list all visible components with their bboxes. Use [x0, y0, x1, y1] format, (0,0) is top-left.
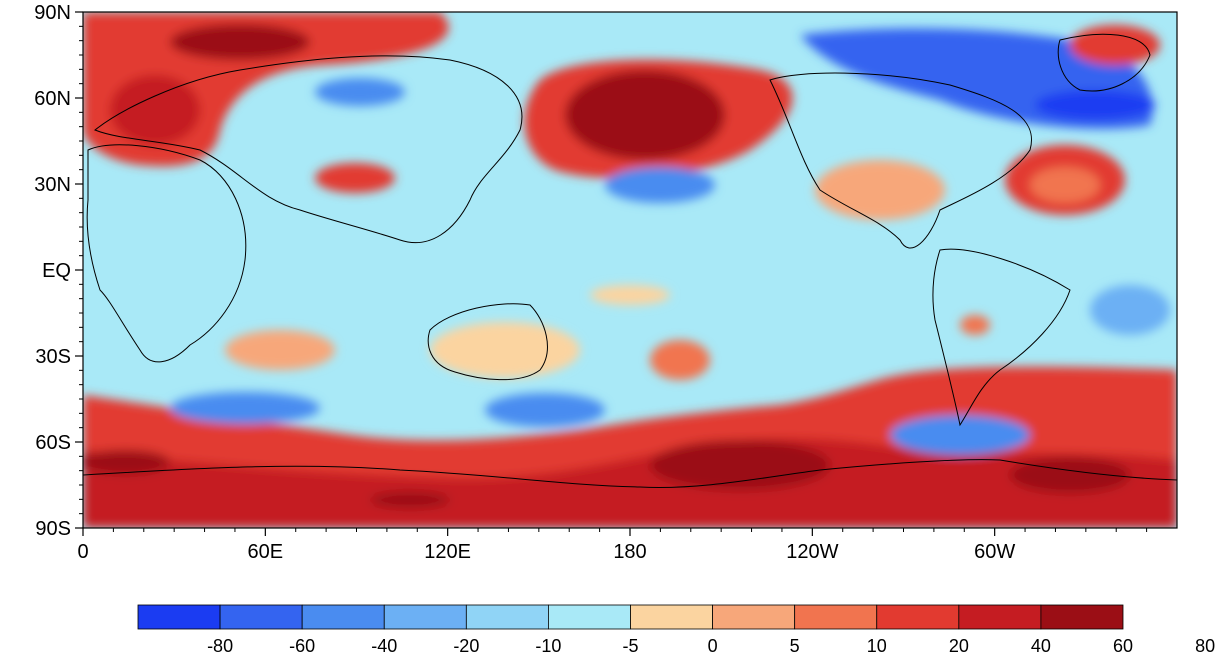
colorbar-label: 20: [949, 636, 969, 656]
contour-siberia: [315, 78, 405, 106]
colorbar-label: 10: [867, 636, 887, 656]
coast-antarctica: [83, 459, 1177, 488]
contour-sw-indian: [170, 392, 320, 424]
colorbar-box: [958, 604, 1042, 630]
contour-ross-sea: [650, 440, 830, 490]
contour-s-indian-ocean-warm: [225, 330, 335, 370]
contour-n-europe: [110, 75, 200, 145]
colorbar-box: [1040, 604, 1124, 630]
contour-greenland: [1070, 25, 1160, 65]
contour-s-america-warm: [960, 315, 990, 335]
colorbar-box: [794, 604, 878, 630]
colorbar-label: 0: [708, 636, 718, 656]
contour-n-america-warm: [815, 160, 945, 220]
colorbar-box: [219, 604, 303, 630]
colorbar-label: -40: [371, 636, 397, 656]
colorbar-label: -80: [207, 636, 233, 656]
coast-africa: [86, 144, 247, 363]
colorbar-box: [630, 604, 713, 630]
colorbar-label: 60: [1113, 636, 1133, 656]
contour-s-pacific-warm: [650, 340, 710, 380]
longitude-axis: 0 60E 120E 180 120W 60W: [77, 528, 1148, 563]
contour-canada-low-core: [1035, 90, 1155, 120]
colorbar-label: -60: [289, 636, 315, 656]
coastlines: [83, 33, 1177, 488]
coast-australia: [427, 303, 548, 381]
colorbar-label: 80: [1195, 636, 1215, 656]
colorbar-label: 5: [790, 636, 800, 656]
contour-s-indian: [83, 450, 170, 474]
lon-tick-label: 120W: [786, 541, 838, 563]
coast-eurasia: [94, 55, 523, 244]
lat-tick-label: 60N: [34, 88, 71, 110]
colorbar-box: [876, 604, 960, 630]
contour-drake: [890, 415, 1030, 455]
coast-south-america: [932, 248, 1071, 427]
lat-tick-label: 30S: [35, 346, 71, 368]
lat-tick-label: 90S: [35, 518, 71, 540]
contour-n-pacific-high-core: [565, 70, 725, 160]
lat-tick-label: 60S: [35, 432, 71, 454]
contour-e-pacific-warm: [590, 285, 670, 305]
colorbar-label: -5: [622, 636, 638, 656]
lon-tick-label: 180: [613, 541, 646, 563]
colorbar-box: [548, 604, 631, 630]
contour-s-atlantic-cool: [1090, 285, 1170, 335]
lat-tick-label: 30N: [34, 174, 71, 196]
lat-tick-label: 90N: [34, 2, 71, 24]
colorbar-box: [465, 604, 549, 630]
coast-greenland: [1057, 33, 1151, 92]
latitude-axis: 90N 60N 30N EQ 30S 60S 90S: [34, 2, 83, 540]
contour-mid-pacific-cool: [605, 167, 715, 203]
lon-tick-label: 60E: [248, 541, 284, 563]
colorbar-box: [712, 604, 796, 630]
colorbar-box: [301, 604, 385, 630]
contour-e-antarctic: [370, 492, 450, 508]
colorbar-label: -20: [453, 636, 479, 656]
contour-s-australia: [485, 393, 605, 427]
colorbar-label: 40: [1031, 636, 1051, 656]
lon-tick-label: 60W: [974, 541, 1015, 563]
lon-tick-label: 0: [77, 541, 88, 563]
contour-n-atlantic-high-core: [1030, 167, 1100, 203]
map-area: [83, 12, 1177, 528]
coast-north-america: [769, 72, 1032, 249]
colorbar-box: [137, 604, 221, 630]
contour-arctic-eurasia: [170, 24, 310, 60]
colorbar-box: [383, 604, 467, 630]
colorbar-label: -10: [535, 636, 561, 656]
anomaly-contours: [83, 12, 1177, 528]
colorbar: -80 -60 -40 -20 -10 -5 0 5 10 20 40 60 80: [137, 604, 1215, 656]
lon-tick-label: 120E: [424, 541, 471, 563]
lat-tick-label: EQ: [42, 260, 71, 282]
contour-band-antarctic: [83, 438, 1177, 528]
contour-australia: [430, 322, 580, 378]
contour-tibet: [315, 163, 395, 193]
